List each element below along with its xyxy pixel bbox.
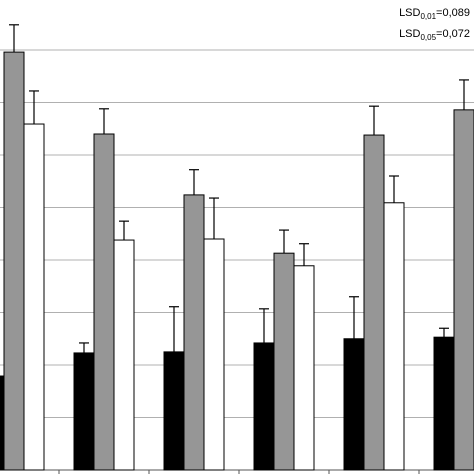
annotation-main: LSD (399, 28, 420, 40)
error-bar (99, 108, 109, 134)
bar (73, 352, 95, 471)
bar (383, 202, 405, 471)
annotation-sub: 0,05 (420, 33, 436, 42)
bar (273, 252, 295, 471)
annotation: LSD0,05=0,072 (399, 28, 470, 42)
bar (163, 351, 185, 471)
x-axis-ticks (58, 470, 420, 474)
error-bar (459, 79, 469, 110)
bar (433, 336, 455, 471)
error-bar (169, 306, 179, 352)
bar (203, 238, 225, 471)
annotation-main: LSD (399, 7, 420, 19)
error-bar (369, 105, 379, 136)
bar (293, 265, 315, 471)
bar (183, 194, 205, 471)
annotation-rest: =0,089 (436, 7, 470, 19)
error-bar (259, 308, 269, 343)
error-bar (189, 169, 199, 195)
error-bar (9, 24, 19, 53)
error-bar (279, 229, 289, 254)
bar (363, 134, 385, 471)
error-bar (439, 327, 449, 338)
error-bar (299, 243, 309, 266)
bar (93, 133, 115, 471)
annotation-sub: 0,01 (420, 12, 436, 21)
bar (0, 375, 5, 471)
annotation-rest: =0,072 (436, 28, 470, 40)
error-bar (209, 197, 219, 239)
bar (253, 342, 275, 471)
error-bar (79, 342, 89, 353)
error-bar (389, 175, 399, 203)
bar (3, 51, 25, 471)
annotation: LSD0,01=0,089 (399, 7, 470, 21)
bar (23, 123, 45, 471)
bar (453, 109, 474, 471)
error-bar (349, 296, 359, 339)
error-bar (29, 90, 39, 125)
bar (113, 239, 135, 471)
bar (343, 338, 365, 471)
error-bar (119, 220, 129, 241)
